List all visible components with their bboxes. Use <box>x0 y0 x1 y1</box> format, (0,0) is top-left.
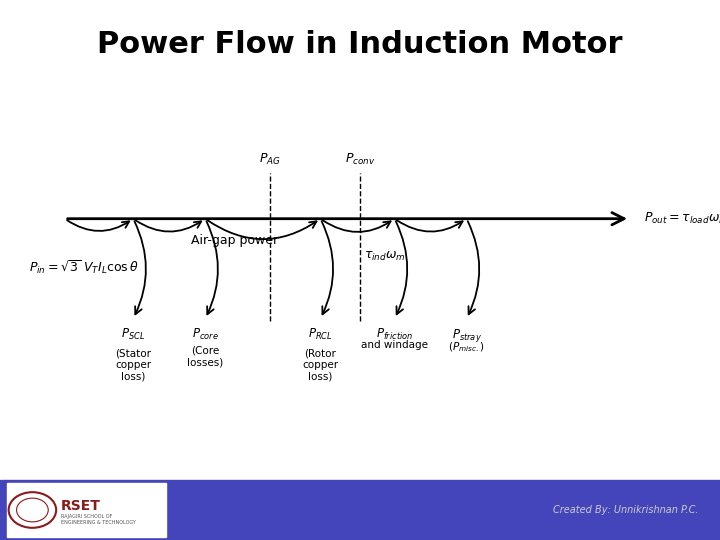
Text: RAJAGIRI SCHOOL OF
ENGINEERING & TECHNOLOGY: RAJAGIRI SCHOOL OF ENGINEERING & TECHNOL… <box>61 514 136 525</box>
Text: $\tau_{ind}\omega_m$: $\tau_{ind}\omega_m$ <box>364 250 405 263</box>
Text: $P_{friction}$: $P_{friction}$ <box>376 327 413 342</box>
Text: Power Flow in Induction Motor: Power Flow in Induction Motor <box>97 30 623 59</box>
Text: and windage: and windage <box>361 340 428 350</box>
Text: (Stator
copper
loss): (Stator copper loss) <box>115 348 151 381</box>
Text: $P_{out} = \tau_{load}\omega_m$: $P_{out} = \tau_{load}\omega_m$ <box>644 211 720 226</box>
Text: $P_{in} = \sqrt{3}\ V_T I_L \cos \theta$: $P_{in} = \sqrt{3}\ V_T I_L \cos \theta$ <box>29 258 139 276</box>
Text: Created By: Unnikrishnan P.C.: Created By: Unnikrishnan P.C. <box>553 505 698 515</box>
Text: (Core
losses): (Core losses) <box>187 346 223 367</box>
Text: RSET: RSET <box>61 498 101 512</box>
Text: $P_{SCL}$: $P_{SCL}$ <box>121 327 145 342</box>
Text: $P_{AG}$: $P_{AG}$ <box>259 152 281 167</box>
Text: Air-gap power: Air-gap power <box>191 234 278 247</box>
Text: (Rotor
copper
loss): (Rotor copper loss) <box>302 348 338 381</box>
Text: $P_{conv}$: $P_{conv}$ <box>345 152 375 167</box>
Text: $P_{RCL}$: $P_{RCL}$ <box>308 327 333 342</box>
Bar <box>7 483 166 537</box>
Text: $P_{core}$: $P_{core}$ <box>192 327 219 342</box>
Text: $P_{stray}$: $P_{stray}$ <box>451 327 482 343</box>
Bar <box>0 480 720 540</box>
Text: ($P_{misc.}$): ($P_{misc.}$) <box>449 340 485 354</box>
